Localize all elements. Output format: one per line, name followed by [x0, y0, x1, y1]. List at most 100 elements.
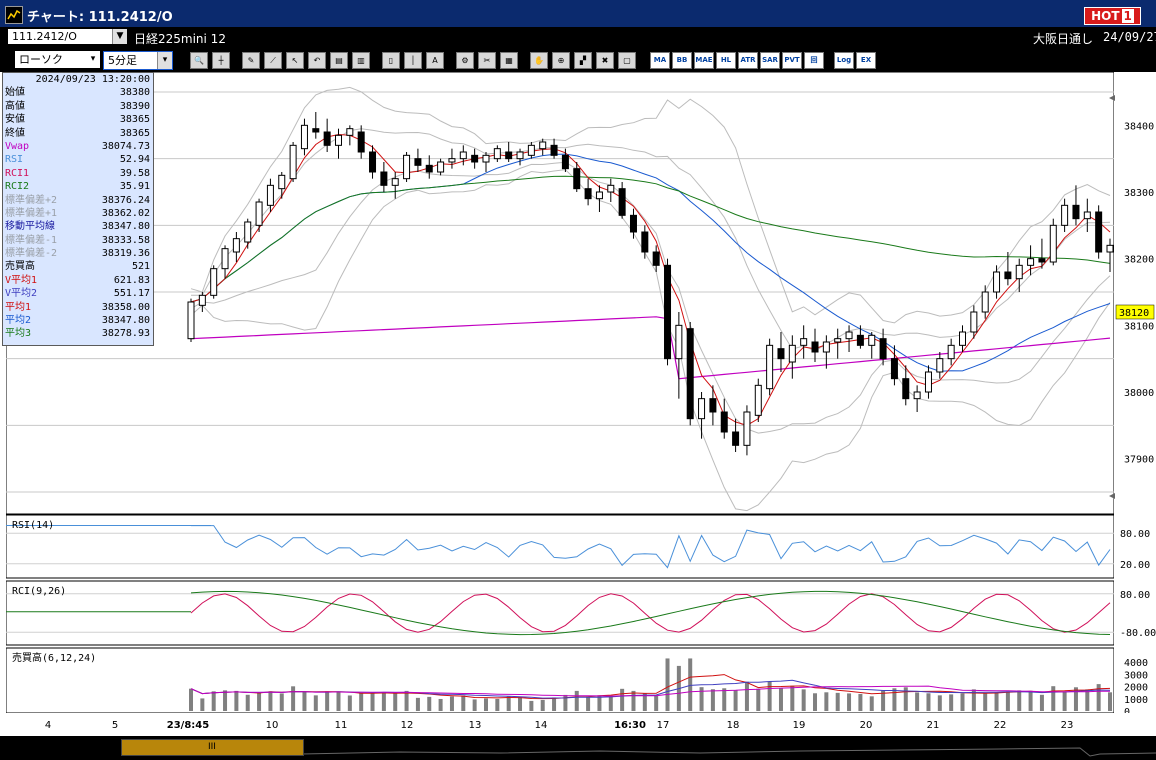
volume-bar	[688, 658, 693, 711]
candle-body	[221, 248, 229, 270]
volume-bar	[279, 693, 284, 711]
info-label: Vwap	[5, 140, 30, 152]
bollinger-band-line	[191, 128, 1111, 352]
indicator-button-9[interactable]: EX	[856, 52, 876, 69]
candle-body	[890, 358, 898, 380]
indicator-button-1[interactable]: BB	[672, 52, 692, 69]
time-tick-label: 11	[335, 720, 348, 731]
crosshair-icon[interactable]: ┼	[212, 52, 230, 69]
candle-body	[1015, 264, 1023, 280]
rsi-line	[191, 525, 1111, 569]
chevron-down-icon[interactable]: ▼	[112, 29, 127, 44]
indicator-button-0[interactable]: MA	[650, 52, 670, 69]
axis-background	[1114, 72, 1156, 713]
volume-bar	[540, 699, 545, 711]
settings-icon[interactable]: ⚙	[456, 52, 474, 69]
info-value: 38380	[119, 87, 150, 99]
indicator-button-7[interactable]: 回	[804, 52, 824, 69]
trash-icon[interactable]: ▥	[352, 52, 370, 69]
volume-ma-line	[190, 685, 1110, 697]
bar-icon[interactable]: │	[404, 52, 422, 69]
info-label: 平均2	[5, 315, 32, 327]
chart-type-select[interactable]: ローソク ▾	[15, 51, 100, 68]
info-value: 38347.80	[101, 221, 150, 233]
delete-indicator-icon[interactable]: ✖	[596, 52, 614, 69]
rci-tick-label: -80.00	[1120, 628, 1156, 639]
search-icon[interactable]: 🔍	[190, 52, 208, 69]
indicator-button-3[interactable]: HL	[716, 52, 736, 69]
all-icon[interactable]: A	[426, 52, 444, 69]
info-value: 38347.80	[101, 315, 150, 327]
volume-bar	[608, 695, 613, 711]
scroll-thumb[interactable]: III	[121, 739, 304, 756]
candle-body	[902, 378, 910, 400]
palette-icon[interactable]: ▦	[500, 52, 518, 69]
volume-bar	[336, 691, 341, 711]
chevron-down-icon[interactable]: ▾	[86, 51, 100, 68]
candle-body	[618, 188, 626, 216]
volume-bar	[472, 699, 477, 711]
current-price-label: 38120	[1119, 308, 1149, 319]
info-row: 安値 38365	[3, 113, 153, 126]
volume-bar	[824, 692, 829, 711]
volume-bar	[449, 696, 454, 711]
pencil-icon[interactable]: ✎	[242, 52, 260, 69]
volume-bar	[744, 681, 749, 711]
candle-body	[357, 131, 365, 153]
lock-icon[interactable]: ▢	[618, 52, 636, 69]
info-row: 始値 38380	[3, 86, 153, 99]
undo-icon[interactable]: ↶	[308, 52, 326, 69]
info-row: Vwap 38074.73	[3, 140, 153, 153]
indicator-icon[interactable]: ▞	[574, 52, 592, 69]
cursor-icon[interactable]: ↖	[286, 52, 304, 69]
time-axis: 4 5 23/8:45 10 11 12 13 14 16:30 17 18 19 20 21 22 23	[0, 713, 1156, 735]
marker-icon	[1109, 493, 1115, 499]
info-value: 52.94	[119, 154, 150, 166]
info-row: 標準偏差+1 38362.02	[3, 207, 153, 220]
vwap-line	[190, 316, 1111, 380]
indicator-button-5[interactable]: SAR	[760, 52, 780, 69]
candle-body	[1027, 258, 1035, 266]
volume-bar	[654, 695, 659, 711]
candle-body	[255, 201, 263, 226]
info-label: 売買高	[5, 261, 35, 273]
candle-body	[936, 358, 944, 373]
hand-icon[interactable]: ✋	[530, 52, 548, 69]
clipboard-icon[interactable]: ▤	[330, 52, 348, 69]
hot-button[interactable]: HOT 1	[1084, 7, 1141, 25]
symbol-select[interactable]: 111.2412/O ▼	[8, 29, 127, 44]
candle-body	[300, 124, 308, 150]
chevron-down-icon[interactable]: ▾	[157, 52, 172, 69]
time-scrollbar[interactable]: III	[0, 736, 1156, 760]
volume-bar	[325, 691, 330, 711]
candle-icon[interactable]: ▯	[382, 52, 400, 69]
candle-body	[924, 371, 932, 393]
info-label: V平均1	[5, 274, 38, 286]
indicator-button-4[interactable]: ATR	[738, 52, 758, 69]
indicator-button-8[interactable]: Log	[834, 52, 854, 69]
draw-line-icon[interactable]: ⟋	[264, 52, 282, 69]
time-tick-label: 14	[535, 720, 548, 731]
indicator-button-2[interactable]: MAE	[694, 52, 714, 69]
ma-long-line	[190, 175, 1111, 303]
wrench-icon[interactable]: ✂	[478, 52, 496, 69]
volume-bar	[971, 689, 976, 711]
volume-bar	[722, 688, 727, 711]
volume-bar	[381, 692, 386, 711]
interval-select[interactable]: 5分足 ▾	[103, 51, 173, 70]
volume-bar	[302, 691, 307, 711]
time-tick-label: 23	[1061, 720, 1074, 731]
chart-area[interactable]: 38400 38300 38200 38100 38000 37900 38120 80.00…	[6, 72, 1156, 713]
volume-bar	[1062, 691, 1067, 711]
volume-bar	[438, 698, 443, 711]
volume-bar	[563, 694, 568, 711]
zoom-icon[interactable]: ⊕	[552, 52, 570, 69]
candle-body	[788, 344, 796, 363]
rsi-tick-label: 20.00	[1120, 560, 1150, 571]
time-tick-label: 23/8:45	[167, 720, 209, 731]
symbol-code: 111.2412/O	[12, 30, 77, 43]
candle-body	[1083, 211, 1091, 220]
candle-body	[993, 271, 1001, 293]
interval-value: 5分足	[108, 54, 137, 67]
indicator-button-6[interactable]: PVT	[782, 52, 802, 69]
